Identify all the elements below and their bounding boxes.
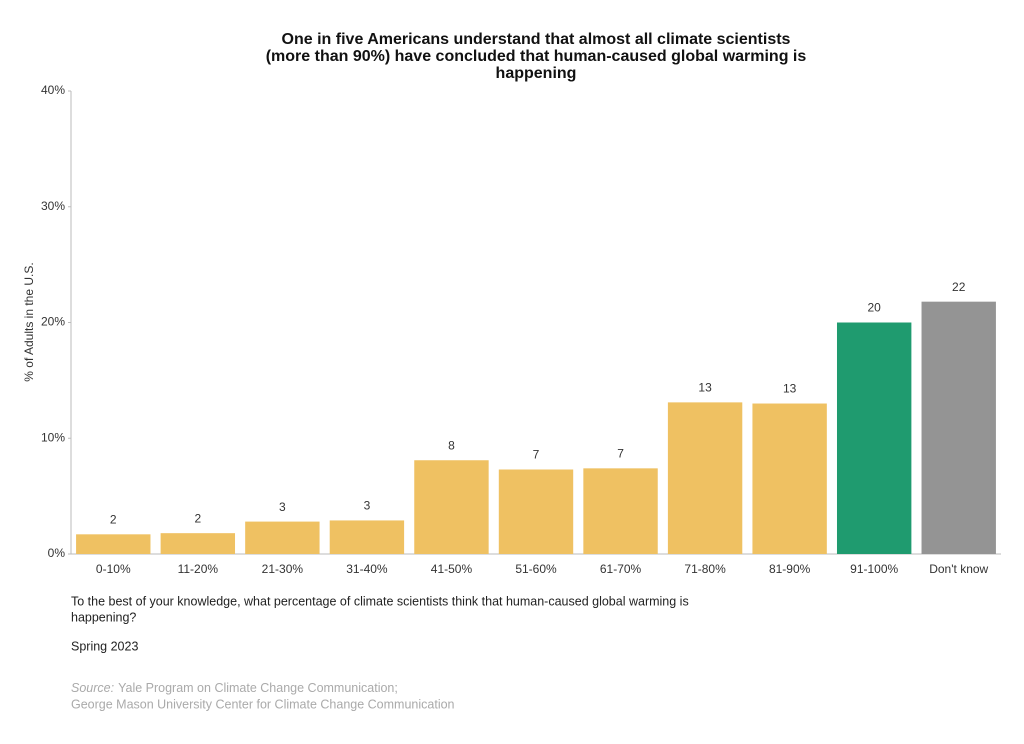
x-tick-label: 61-70%	[600, 562, 642, 576]
bar	[921, 301, 996, 554]
data-label: 3	[364, 499, 371, 513]
data-label: 13	[698, 381, 712, 395]
y-tick-label: 10%	[41, 430, 65, 444]
data-label: 20	[868, 301, 882, 315]
x-tick-label: Don't know	[929, 562, 988, 576]
bar	[836, 322, 912, 554]
question: happening?	[71, 610, 136, 624]
data-label: 3	[279, 500, 286, 514]
data-label: 22	[952, 280, 966, 294]
x-tick-label: 71-80%	[684, 562, 726, 576]
bar	[752, 403, 827, 554]
bar	[414, 460, 489, 554]
data-label: 2	[194, 511, 201, 525]
bar	[583, 468, 658, 554]
data-label: 7	[533, 448, 540, 462]
chart-title: happening	[496, 65, 577, 82]
y-tick-label: 0%	[48, 546, 66, 560]
x-tick-label: 91-100%	[850, 562, 898, 576]
x-tick-label: 31-40%	[346, 562, 388, 576]
y-tick-label: 30%	[41, 199, 65, 213]
data-label: 8	[448, 438, 455, 452]
chart-title: One in five Americans understand that al…	[282, 31, 791, 48]
data-label: 2	[110, 512, 117, 526]
bar	[76, 534, 151, 554]
source: Source: Yale Program on Climate Change Co…	[71, 681, 398, 695]
bar	[245, 521, 320, 554]
x-tick-label: 11-20%	[178, 562, 219, 576]
bar	[160, 533, 236, 554]
x-tick-label: 81-90%	[769, 562, 811, 576]
x-tick-label: 41-50%	[431, 562, 473, 576]
y-tick-label: 20%	[41, 315, 65, 329]
chart-title: (more than 90%) have concluded that huma…	[266, 48, 807, 65]
bar	[498, 469, 574, 554]
source-line: Yale Program on Climate Change Communica…	[118, 681, 398, 695]
x-tick-label: 51-60%	[515, 562, 557, 576]
date: Spring 2023	[71, 639, 138, 653]
x-tick-label: 21-30%	[262, 562, 304, 576]
x-tick-label: 0-10%	[96, 562, 131, 576]
data-label: 7	[617, 447, 624, 461]
y-tick-label: 40%	[41, 83, 65, 97]
bar	[667, 402, 743, 554]
source-line: George Mason University Center for Clima…	[71, 697, 455, 711]
y-axis-label: % of Adults in the U.S.	[22, 262, 36, 381]
question: To the best of your knowledge, what perc…	[71, 594, 689, 608]
data-label: 13	[783, 382, 797, 396]
bar	[329, 520, 405, 554]
source-prefix: Source:	[71, 681, 114, 695]
